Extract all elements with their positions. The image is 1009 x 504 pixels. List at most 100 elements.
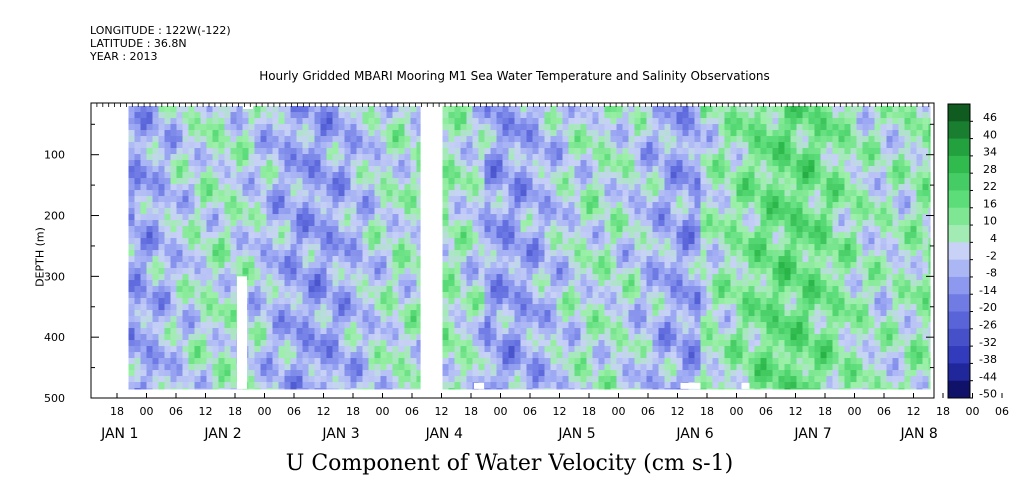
heatmap-cell <box>296 268 304 275</box>
heatmap-cell <box>212 298 220 305</box>
heatmap-cell <box>356 166 364 173</box>
heatmap-cell <box>194 322 202 329</box>
heatmap-cell <box>356 208 364 215</box>
heatmap-cell <box>218 310 226 317</box>
heatmap-cell <box>556 226 564 233</box>
heatmap-cell <box>460 238 468 245</box>
heatmap-cell <box>314 256 322 263</box>
heatmap-cell <box>622 232 630 239</box>
heatmap-cell <box>296 172 304 179</box>
heatmap-cell <box>574 298 582 305</box>
heatmap-cell <box>466 274 474 281</box>
heatmap-cell <box>404 298 412 305</box>
heatmap-cell <box>176 220 184 227</box>
heatmap-cell <box>332 124 340 131</box>
heatmap-cell <box>290 244 298 251</box>
heatmap-cell <box>664 388 672 390</box>
heatmap-cell <box>652 160 660 167</box>
heatmap-cell <box>356 190 364 197</box>
heatmap-cell <box>544 154 552 161</box>
heatmap-cell <box>604 274 612 281</box>
heatmap-cell <box>574 256 582 263</box>
heatmap-cell <box>320 274 328 281</box>
heatmap-cell <box>712 262 720 269</box>
heatmap-cell <box>508 328 516 335</box>
heatmap-cell <box>146 388 154 390</box>
heatmap-cell <box>410 124 418 131</box>
heatmap-cell <box>326 262 334 269</box>
heatmap-cell <box>712 202 720 209</box>
heatmap-cell <box>460 274 468 281</box>
heatmap-cell <box>302 124 310 131</box>
heatmap-cell <box>592 154 600 161</box>
heatmap-cell <box>586 118 594 125</box>
heatmap-cell <box>766 190 774 197</box>
heatmap-cell <box>664 334 672 341</box>
heatmap-cell <box>604 136 612 143</box>
heatmap-cell <box>404 208 412 215</box>
heatmap-cell <box>532 238 540 245</box>
heatmap-cell <box>670 160 678 167</box>
heatmap-cell <box>278 124 286 131</box>
heatmap-cell <box>200 286 208 293</box>
heatmap-cell <box>628 238 636 245</box>
heatmap-cell <box>278 328 286 335</box>
heatmap-cell <box>730 388 738 390</box>
heatmap-cell <box>640 388 648 390</box>
heatmap-cell <box>766 244 774 251</box>
heatmap-cell <box>544 220 552 227</box>
heatmap-cell <box>410 286 418 293</box>
heatmap-cell <box>368 250 376 257</box>
heatmap-cell <box>350 262 358 269</box>
heatmap-cell <box>254 136 262 143</box>
heatmap-cell <box>398 208 406 215</box>
heatmap-cell <box>218 304 226 311</box>
heatmap-cell <box>610 160 618 167</box>
heatmap-cell <box>598 160 606 167</box>
heatmap-cell <box>380 310 388 317</box>
heatmap-cell <box>296 388 304 390</box>
heatmap-cell <box>496 166 504 173</box>
heatmap-cell <box>616 196 624 203</box>
heatmap-cell <box>724 328 732 335</box>
heatmap-cell <box>634 304 642 311</box>
heatmap-cell <box>362 226 370 233</box>
heatmap-cell <box>544 226 552 233</box>
heatmap-cell <box>236 112 244 119</box>
heatmap-cell <box>544 250 552 257</box>
heatmap-cell <box>550 322 558 329</box>
heatmap-cell <box>404 148 412 155</box>
heatmap-cell <box>754 370 762 377</box>
heatmap-cell <box>688 250 696 257</box>
heatmap-cell <box>472 292 480 299</box>
heatmap-cell <box>586 136 594 143</box>
heatmap-cell <box>478 160 486 167</box>
heatmap-cell <box>278 292 286 299</box>
heatmap-cell <box>442 202 450 209</box>
heatmap-cell <box>182 286 190 293</box>
heatmap-cell <box>410 202 418 209</box>
heatmap-cell <box>386 256 394 263</box>
heatmap-cell <box>730 202 738 209</box>
heatmap-cell <box>532 190 540 197</box>
heatmap-cell <box>344 334 352 341</box>
heatmap-cell <box>134 382 142 389</box>
heatmap-cell <box>448 130 456 137</box>
heatmap-cell <box>182 364 190 371</box>
heatmap-cell <box>278 286 286 293</box>
heatmap-cell <box>206 202 214 209</box>
heatmap-cell <box>484 352 492 359</box>
heatmap-cell <box>526 286 534 293</box>
heatmap-cell <box>134 340 142 347</box>
heatmap-cell <box>146 190 154 197</box>
heatmap-cell <box>140 178 148 185</box>
heatmap-cell <box>236 178 244 185</box>
heatmap-cell <box>514 262 522 269</box>
heatmap-cell <box>296 364 304 371</box>
heatmap-cell <box>224 160 232 167</box>
heatmap-cell <box>158 190 166 197</box>
heatmap-cell <box>586 154 594 161</box>
heatmap-cell <box>308 286 316 293</box>
heatmap-cell <box>574 178 582 185</box>
